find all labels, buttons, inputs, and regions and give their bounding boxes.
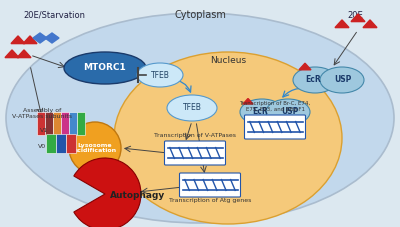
Text: Assembly of
V-ATPases subunits: Assembly of V-ATPases subunits xyxy=(12,108,72,119)
Text: Transcription of V-ATPases: Transcription of V-ATPases xyxy=(154,133,236,138)
Text: TFEB: TFEB xyxy=(182,104,202,113)
Text: 20E: 20E xyxy=(347,11,363,20)
Text: USP: USP xyxy=(281,108,299,116)
Polygon shape xyxy=(351,14,365,22)
FancyBboxPatch shape xyxy=(62,113,70,136)
FancyBboxPatch shape xyxy=(180,173,240,197)
FancyBboxPatch shape xyxy=(38,113,46,136)
Polygon shape xyxy=(335,20,349,28)
Text: USP: USP xyxy=(334,76,352,84)
Circle shape xyxy=(69,122,121,174)
Text: V0: V0 xyxy=(38,145,46,150)
Text: Cytoplasm: Cytoplasm xyxy=(174,10,226,20)
FancyBboxPatch shape xyxy=(244,115,306,139)
Ellipse shape xyxy=(320,67,364,93)
Polygon shape xyxy=(45,33,59,43)
Polygon shape xyxy=(5,50,19,58)
Ellipse shape xyxy=(137,63,183,87)
Polygon shape xyxy=(11,36,25,44)
Polygon shape xyxy=(363,20,377,28)
Polygon shape xyxy=(243,99,253,104)
Text: EcR: EcR xyxy=(305,76,321,84)
FancyBboxPatch shape xyxy=(78,113,86,136)
Text: TFEB: TFEB xyxy=(150,71,170,79)
Polygon shape xyxy=(33,33,47,43)
Ellipse shape xyxy=(6,13,394,223)
FancyBboxPatch shape xyxy=(54,113,62,136)
Polygon shape xyxy=(23,36,37,44)
Text: V1: V1 xyxy=(40,128,48,133)
Polygon shape xyxy=(17,50,31,58)
FancyBboxPatch shape xyxy=(164,141,226,165)
FancyBboxPatch shape xyxy=(66,135,76,153)
Text: 20E/Starvation: 20E/Starvation xyxy=(23,11,85,20)
Wedge shape xyxy=(74,158,141,227)
Text: Autophagy: Autophagy xyxy=(110,192,166,200)
Text: Nucleus: Nucleus xyxy=(210,56,246,65)
FancyBboxPatch shape xyxy=(70,113,78,136)
FancyBboxPatch shape xyxy=(46,113,54,136)
Text: Lysosome
acidification: Lysosome acidification xyxy=(74,143,116,153)
Ellipse shape xyxy=(240,99,284,125)
Text: EcR: EcR xyxy=(252,108,268,116)
FancyBboxPatch shape xyxy=(46,135,56,153)
FancyBboxPatch shape xyxy=(56,135,66,153)
Text: MTORC1: MTORC1 xyxy=(84,64,126,72)
Text: Transcription of Atg genes: Transcription of Atg genes xyxy=(169,198,251,203)
Ellipse shape xyxy=(167,95,217,121)
Ellipse shape xyxy=(114,52,342,224)
Ellipse shape xyxy=(266,99,310,125)
Ellipse shape xyxy=(293,67,337,93)
Polygon shape xyxy=(299,63,311,70)
Text: Transcription of Br-C, E74,
E75, E93, and βftz-F1: Transcription of Br-C, E74, E75, E93, an… xyxy=(240,101,310,112)
Ellipse shape xyxy=(64,52,146,84)
